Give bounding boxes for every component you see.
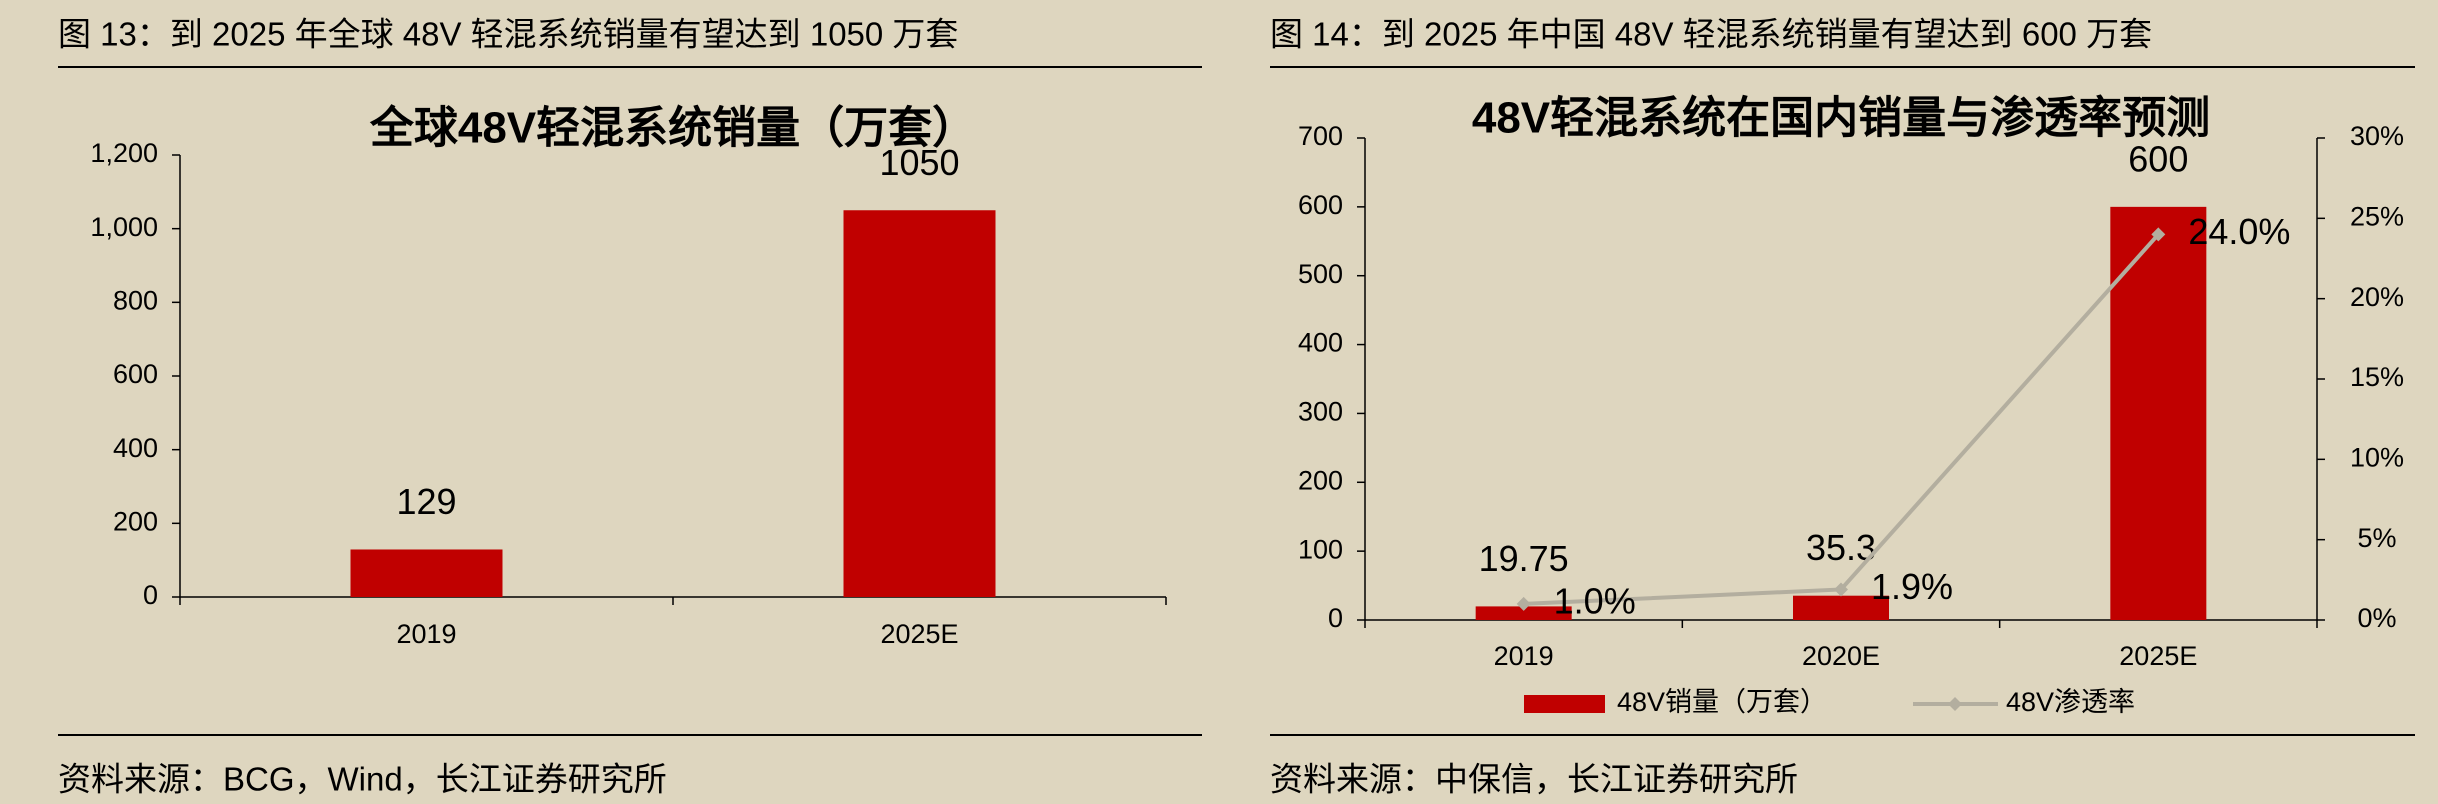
value-label: 129 <box>396 481 456 522</box>
legend-label: 48V渗透率 <box>2006 687 2135 717</box>
y2-tick-label: 20% <box>2350 282 2404 312</box>
y2-tick-label: 10% <box>2350 442 2404 472</box>
y2-tick-label: 0% <box>2357 603 2396 633</box>
y-tick-label: 600 <box>1298 190 1343 220</box>
y-tick-label: 100 <box>1298 534 1343 564</box>
y-tick-label: 500 <box>1298 259 1343 289</box>
source-note: 资料来源：BCG，Wind，长江证券研究所 <box>58 761 667 798</box>
y-tick-label: 300 <box>1298 397 1343 427</box>
legend-swatch <box>1948 697 1962 711</box>
value-label: 1.0% <box>1554 580 1636 621</box>
bar <box>350 549 503 597</box>
bar <box>843 210 996 597</box>
y-tick-label: 400 <box>1298 328 1343 358</box>
x-tick-label: 2020E <box>1802 641 1880 671</box>
x-tick-label: 2019 <box>1494 641 1554 671</box>
y2-tick-label: 5% <box>2357 523 2396 553</box>
bar <box>1793 595 1889 620</box>
y-tick-label: 400 <box>113 433 158 463</box>
bar <box>2110 206 2207 620</box>
y-tick-label: 1,200 <box>90 138 158 168</box>
line-marker <box>1834 582 1848 597</box>
y2-tick-label: 15% <box>2350 362 2404 392</box>
legend-label: 48V销量（万套） <box>1617 687 1827 717</box>
x-tick-label: 2025E <box>2119 641 2197 671</box>
value-label: 1.9% <box>1871 566 1953 607</box>
line-marker <box>2151 227 2166 242</box>
y-tick-label: 600 <box>113 359 158 389</box>
chart-title: 48V轻混系统在国内销量与渗透率预测 <box>1472 94 2210 143</box>
y-tick-label: 700 <box>1298 121 1343 151</box>
y-tick-label: 200 <box>113 506 158 536</box>
y2-tick-label: 25% <box>2350 201 2404 231</box>
source-note: 资料来源：中保信，长江证券研究所 <box>1270 761 1798 798</box>
y-tick-label: 800 <box>113 285 158 315</box>
legend-swatch <box>1524 695 1605 713</box>
x-tick-label: 2019 <box>396 619 456 649</box>
x-tick-label: 2025E <box>880 619 958 649</box>
y2-tick-label: 30% <box>2350 121 2404 151</box>
bar <box>1475 606 1572 620</box>
y-tick-label: 1,000 <box>90 212 158 242</box>
value-label: 1050 <box>879 142 959 183</box>
chart-title: 全球48V轻混系统销量（万套） <box>369 103 976 153</box>
y-tick-label: 0 <box>1328 603 1343 633</box>
value-label: 600 <box>2128 138 2188 179</box>
figure-caption: 图 13：到 2025 年全球 48V 轻混系统销量有望达到 1050 万套 <box>58 16 958 53</box>
line-marker <box>1516 596 1531 611</box>
value-label: 24.0% <box>2188 211 2290 252</box>
y-tick-label: 0 <box>143 580 158 610</box>
y-tick-label: 200 <box>1298 465 1343 495</box>
figure-caption: 图 14：到 2025 年中国 48V 轻混系统销量有望达到 600 万套 <box>1270 16 2152 53</box>
value-label: 19.75 <box>1479 538 1569 579</box>
